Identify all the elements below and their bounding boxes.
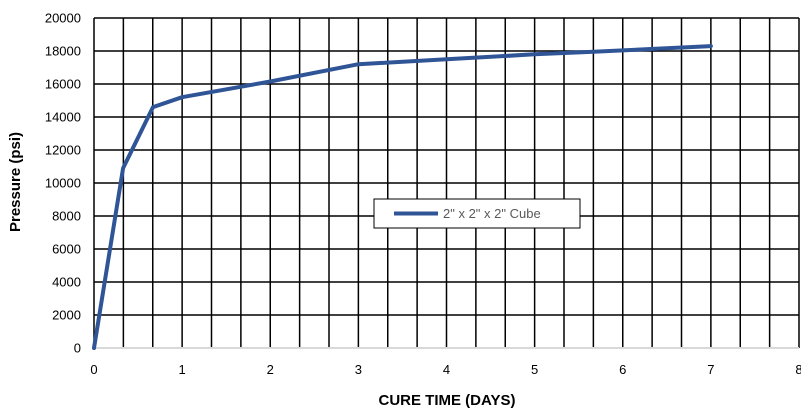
y-tick-label: 12000 [45, 143, 81, 158]
y-tick-label: 8000 [52, 209, 81, 224]
grid [94, 17, 800, 348]
y-tick-label: 20000 [45, 11, 81, 26]
y-tick-label: 18000 [45, 44, 81, 59]
axes [93, 18, 799, 349]
x-tick-label: 3 [355, 362, 362, 377]
y-tick-label: 2000 [52, 308, 81, 323]
x-tick-label: 7 [707, 362, 714, 377]
x-tick-label: 1 [179, 362, 186, 377]
x-tick-label: 5 [531, 362, 538, 377]
x-tick-label: 2 [267, 362, 274, 377]
x-tick-label: 6 [619, 362, 626, 377]
x-tick-label: 4 [443, 362, 450, 377]
y-tick-label: 0 [74, 341, 81, 356]
series-lines [92, 44, 713, 350]
legend-label: 2" x 2" x 2" Cube [443, 206, 541, 221]
y-axis-label: Pressure (psi) [7, 132, 24, 232]
y-tick-label: 16000 [45, 77, 81, 92]
x-tick-label: 0 [90, 362, 97, 377]
legend: 2" x 2" x 2" Cube [373, 198, 581, 229]
x-tick-label: 8 [795, 362, 801, 377]
y-tick-labels: 0 2000 4000 6000 8000 10000 12000 14000 16000 180… [45, 11, 81, 356]
y-tick-label: 10000 [45, 176, 81, 191]
x-tick-labels: 0 1 2 3 4 5 6 7 8 [90, 362, 801, 377]
y-tick-label: 4000 [52, 275, 81, 290]
x-axis-label: CURE TIME (DAYS) [379, 392, 516, 409]
y-tick-label: 6000 [52, 242, 81, 257]
series-line [92, 44, 713, 350]
y-tick-label: 14000 [45, 110, 81, 125]
